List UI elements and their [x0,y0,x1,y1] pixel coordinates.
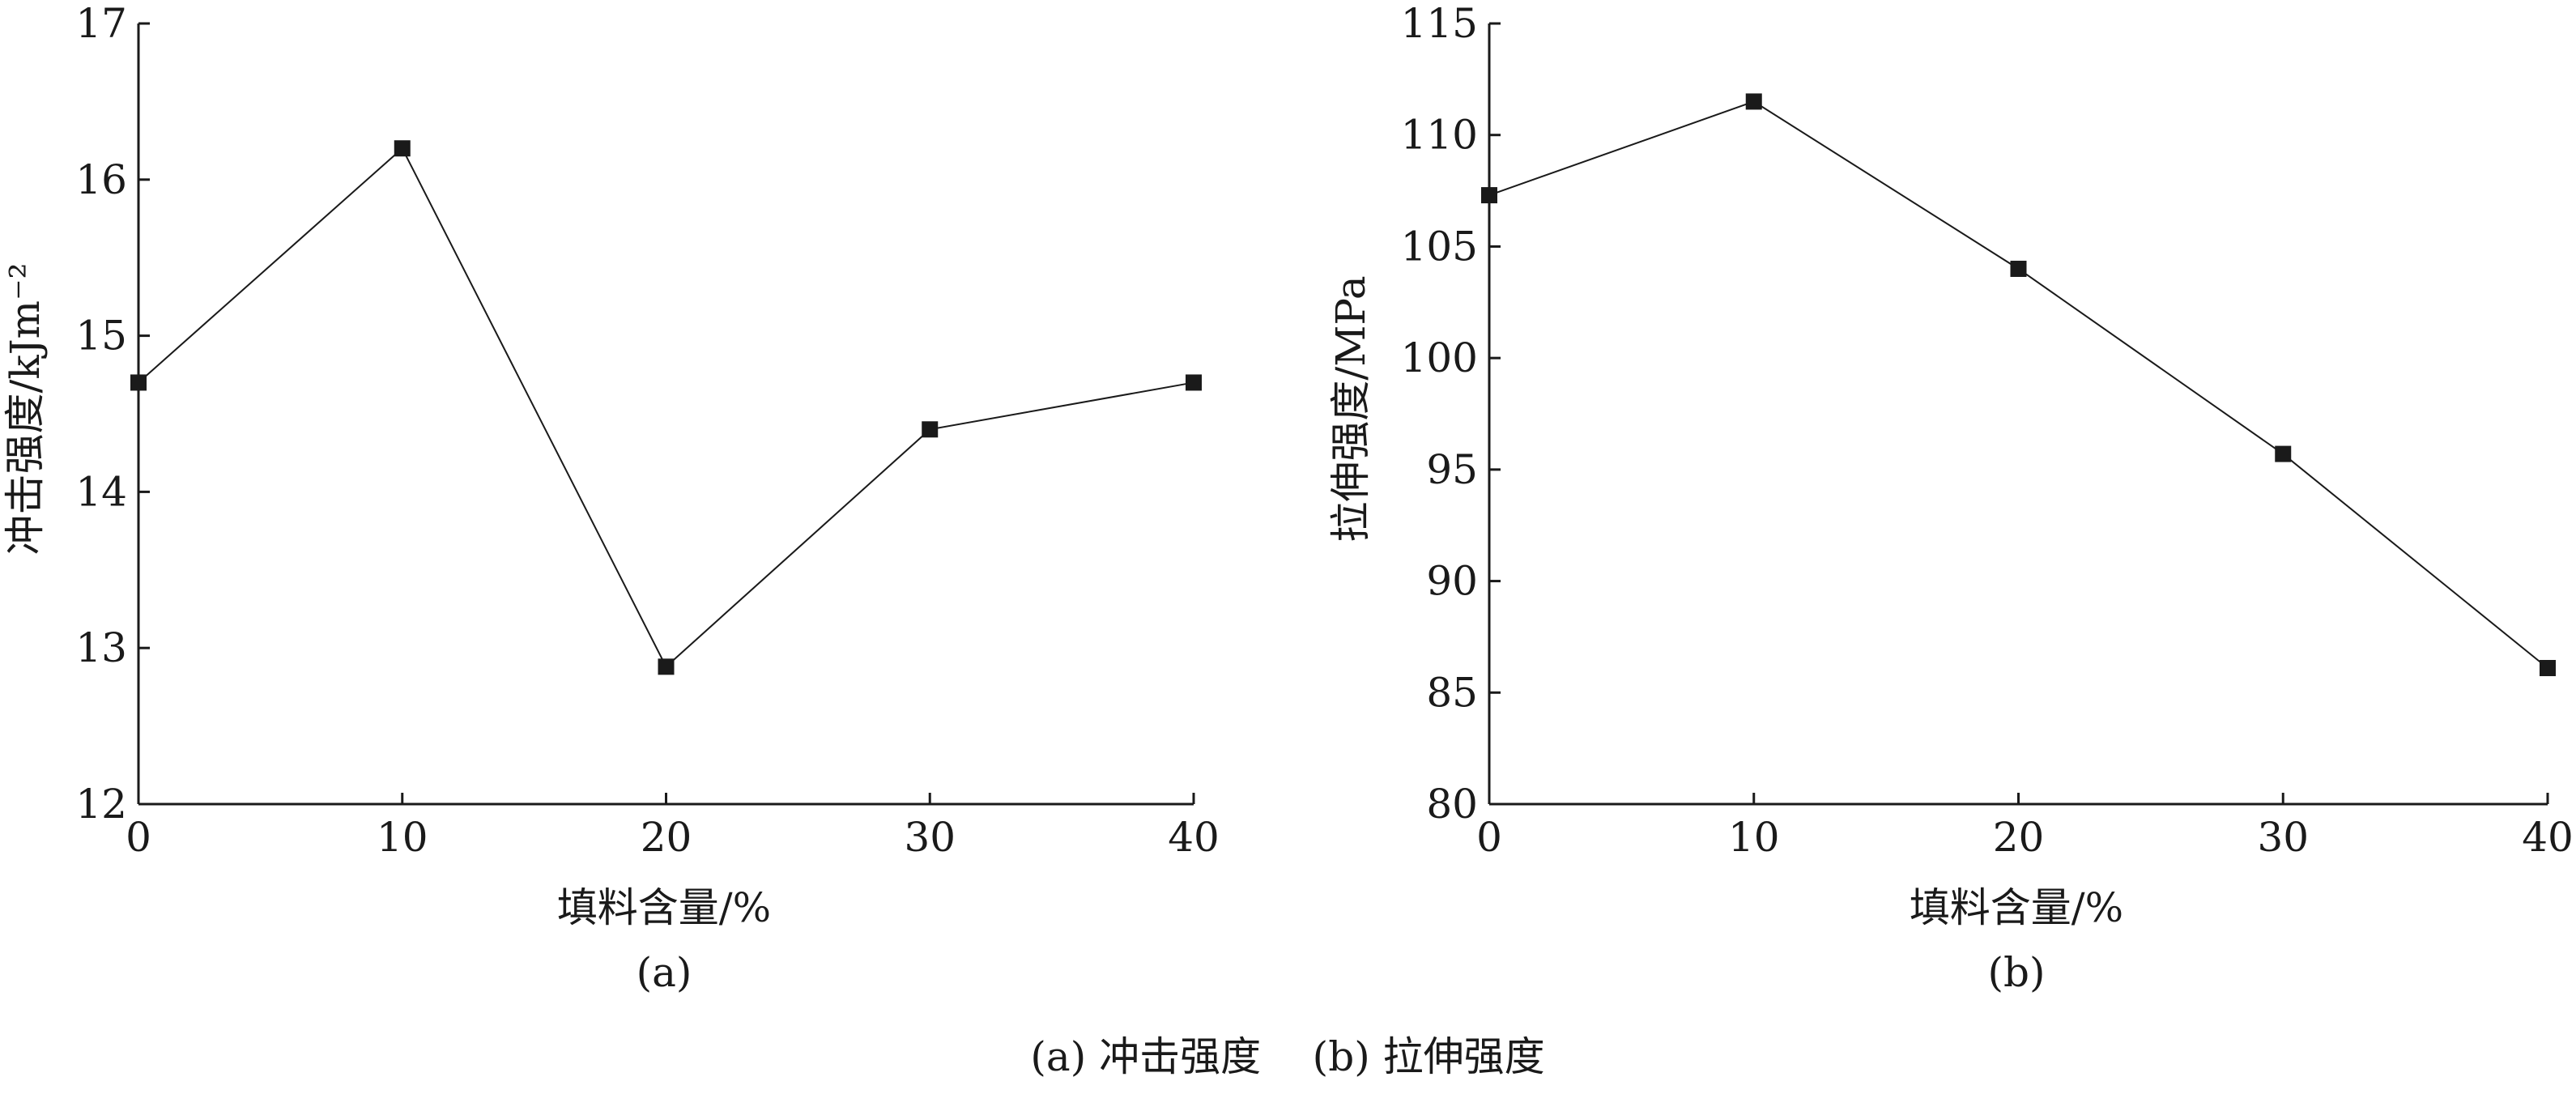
panel-b-y-tick-label: 105 [1401,223,1478,270]
panel-b-x-tick-label: 30 [2257,814,2309,861]
panel-a-y-tick-label: 15 [75,313,127,360]
panel-a-data-point [394,140,411,157]
panel-a-x-tick-label: 40 [1168,814,1220,861]
panel-a-x-tick-label: 20 [641,814,692,861]
panel-a-x-tick-label: 10 [377,814,428,861]
panel-b-y-tick-label: 115 [1401,0,1478,47]
panel-a-ylabel: 冲击强度/kJm⁻² [2,262,49,555]
panel-b-data-point [2540,659,2556,676]
panel-a-x-tick-label: 30 [904,814,956,861]
panel-b-series-line [1488,100,2548,669]
panel-b-y-tick-label: 85 [1426,669,1478,716]
panel-b-data-point [2010,260,2027,277]
panel-a-data-point [658,658,675,675]
panel-b-x-tick-label: 10 [1728,814,1780,861]
panel-b-sub-label: (b) [1987,949,2045,996]
panel-b-y-tick-label: 90 [1426,558,1478,605]
panel-a-impact-strength: 冲击强度/kJm⁻² 填料含量/% (a) 12 13 14 15 16 17 0 10 20 3… [2,0,1220,996]
panel-a-sub-label: (a) [637,949,692,996]
panel-b-x-tick-label: 20 [1993,814,2045,861]
panel-b-data-point [2275,445,2292,462]
panel-a-y-tick-label: 17 [75,0,127,47]
panel-b-xlabel: 填料含量/% [1910,884,2123,931]
panel-a-y-tick-label: 12 [75,781,127,828]
panel-a-x-tick-label: 0 [126,814,151,861]
panel-b-x-tick-label: 40 [2522,814,2574,861]
panel-b-y-tick-label: 95 [1426,446,1478,493]
figure-caption: (a) 冲击强度 (b) 拉伸强度 [1030,1033,1544,1080]
panel-b-data-point [1481,187,1497,204]
panel-b-ylabel: 拉伸强度/MPa [1327,275,1374,542]
panel-b-x-tick-label: 0 [1476,814,1502,861]
panel-b-y-tick-label: 80 [1426,781,1478,828]
panel-b-y-tick-label: 100 [1401,334,1478,381]
panel-a-series-line [138,147,1194,668]
panel-b-y-tick-label: 110 [1401,112,1478,159]
panel-b-data-point [1745,93,1762,110]
panel-a-y-tick-label: 13 [75,624,127,671]
panel-a-y-tick-label: 14 [75,468,127,515]
panel-a-xlabel: 填料含量/% [557,884,771,931]
panel-a-data-point [1186,374,1202,391]
panel-b-tensile-strength: 拉伸强度/MPa 填料含量/% (b) 80859095100105110115… [1327,0,2574,996]
panel-a-y-tick-label: 16 [75,156,127,203]
panel-a-data-point [922,421,939,438]
panel-a-data-point [130,374,147,391]
